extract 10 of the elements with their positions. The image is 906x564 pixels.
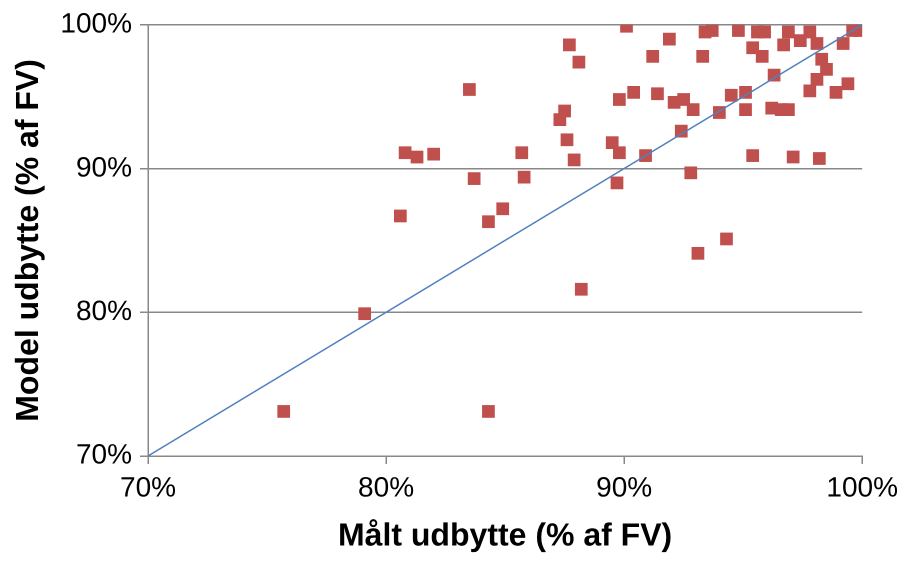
y-tick-label: 100% [60, 8, 132, 39]
y-axis-title: Model udbytte (% af FV) [9, 59, 46, 422]
y-tick-label: 80% [76, 294, 132, 326]
x-axis-title: Målt udbytte (% af FV) [338, 516, 672, 553]
y-tick-label: 90% [76, 151, 132, 182]
x-tick-label: 100% [826, 472, 898, 503]
x-tick-label: 90% [596, 472, 652, 503]
x-tick-label: 80% [358, 472, 414, 503]
y-tick-label: 70% [76, 438, 132, 470]
x-tick-label: 70% [120, 472, 176, 503]
